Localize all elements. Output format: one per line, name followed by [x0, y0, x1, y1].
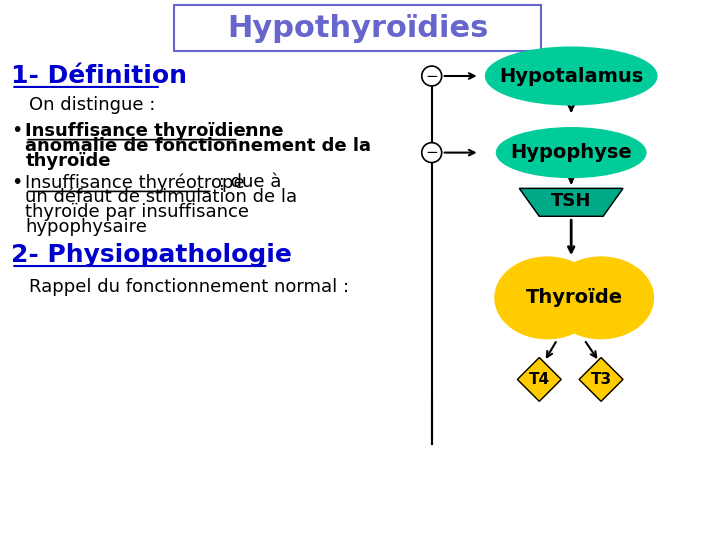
Text: Insuffisance thyréotrope: Insuffisance thyréotrope — [25, 173, 245, 192]
Ellipse shape — [495, 257, 600, 339]
Text: T3: T3 — [590, 372, 611, 387]
Text: un défaut de stimulation de la: un défaut de stimulation de la — [25, 188, 297, 206]
Text: 1- Définition: 1- Définition — [12, 64, 187, 88]
Text: On distingue :: On distingue : — [30, 96, 156, 114]
Text: anomalie de fonctionnement de la: anomalie de fonctionnement de la — [25, 137, 372, 154]
Text: Hypotalamus: Hypotalamus — [499, 66, 643, 85]
Text: hypophysaire: hypophysaire — [25, 218, 147, 236]
Text: •: • — [12, 173, 23, 192]
Ellipse shape — [549, 257, 653, 339]
Text: Insuffisance thyroïdienne: Insuffisance thyroïdienne — [25, 122, 284, 140]
Text: Thyroïde: Thyroïde — [526, 288, 623, 307]
Text: Hypophyse: Hypophyse — [510, 143, 632, 162]
Text: −: − — [426, 145, 438, 160]
Polygon shape — [579, 357, 623, 401]
Circle shape — [422, 143, 441, 163]
FancyBboxPatch shape — [174, 5, 541, 51]
Polygon shape — [519, 188, 623, 217]
Text: 2- Physiopathologie: 2- Physiopathologie — [12, 243, 292, 267]
Text: thyroïde: thyroïde — [25, 152, 111, 170]
Circle shape — [422, 66, 441, 86]
Text: Rappel du fonctionnement normal :: Rappel du fonctionnement normal : — [30, 278, 349, 296]
Text: Hypothyroïdies: Hypothyroïdies — [228, 14, 489, 43]
Polygon shape — [518, 357, 561, 401]
Text: thyroïde par insuffisance: thyroïde par insuffisance — [25, 203, 249, 221]
Ellipse shape — [485, 47, 657, 105]
Text: −: − — [426, 69, 438, 84]
Text: :: : — [238, 122, 252, 140]
Text: •: • — [12, 121, 23, 140]
Text: T4: T4 — [528, 372, 550, 387]
Text: : due à: : due à — [212, 173, 281, 192]
Text: TSH: TSH — [551, 192, 591, 211]
Ellipse shape — [497, 128, 646, 178]
